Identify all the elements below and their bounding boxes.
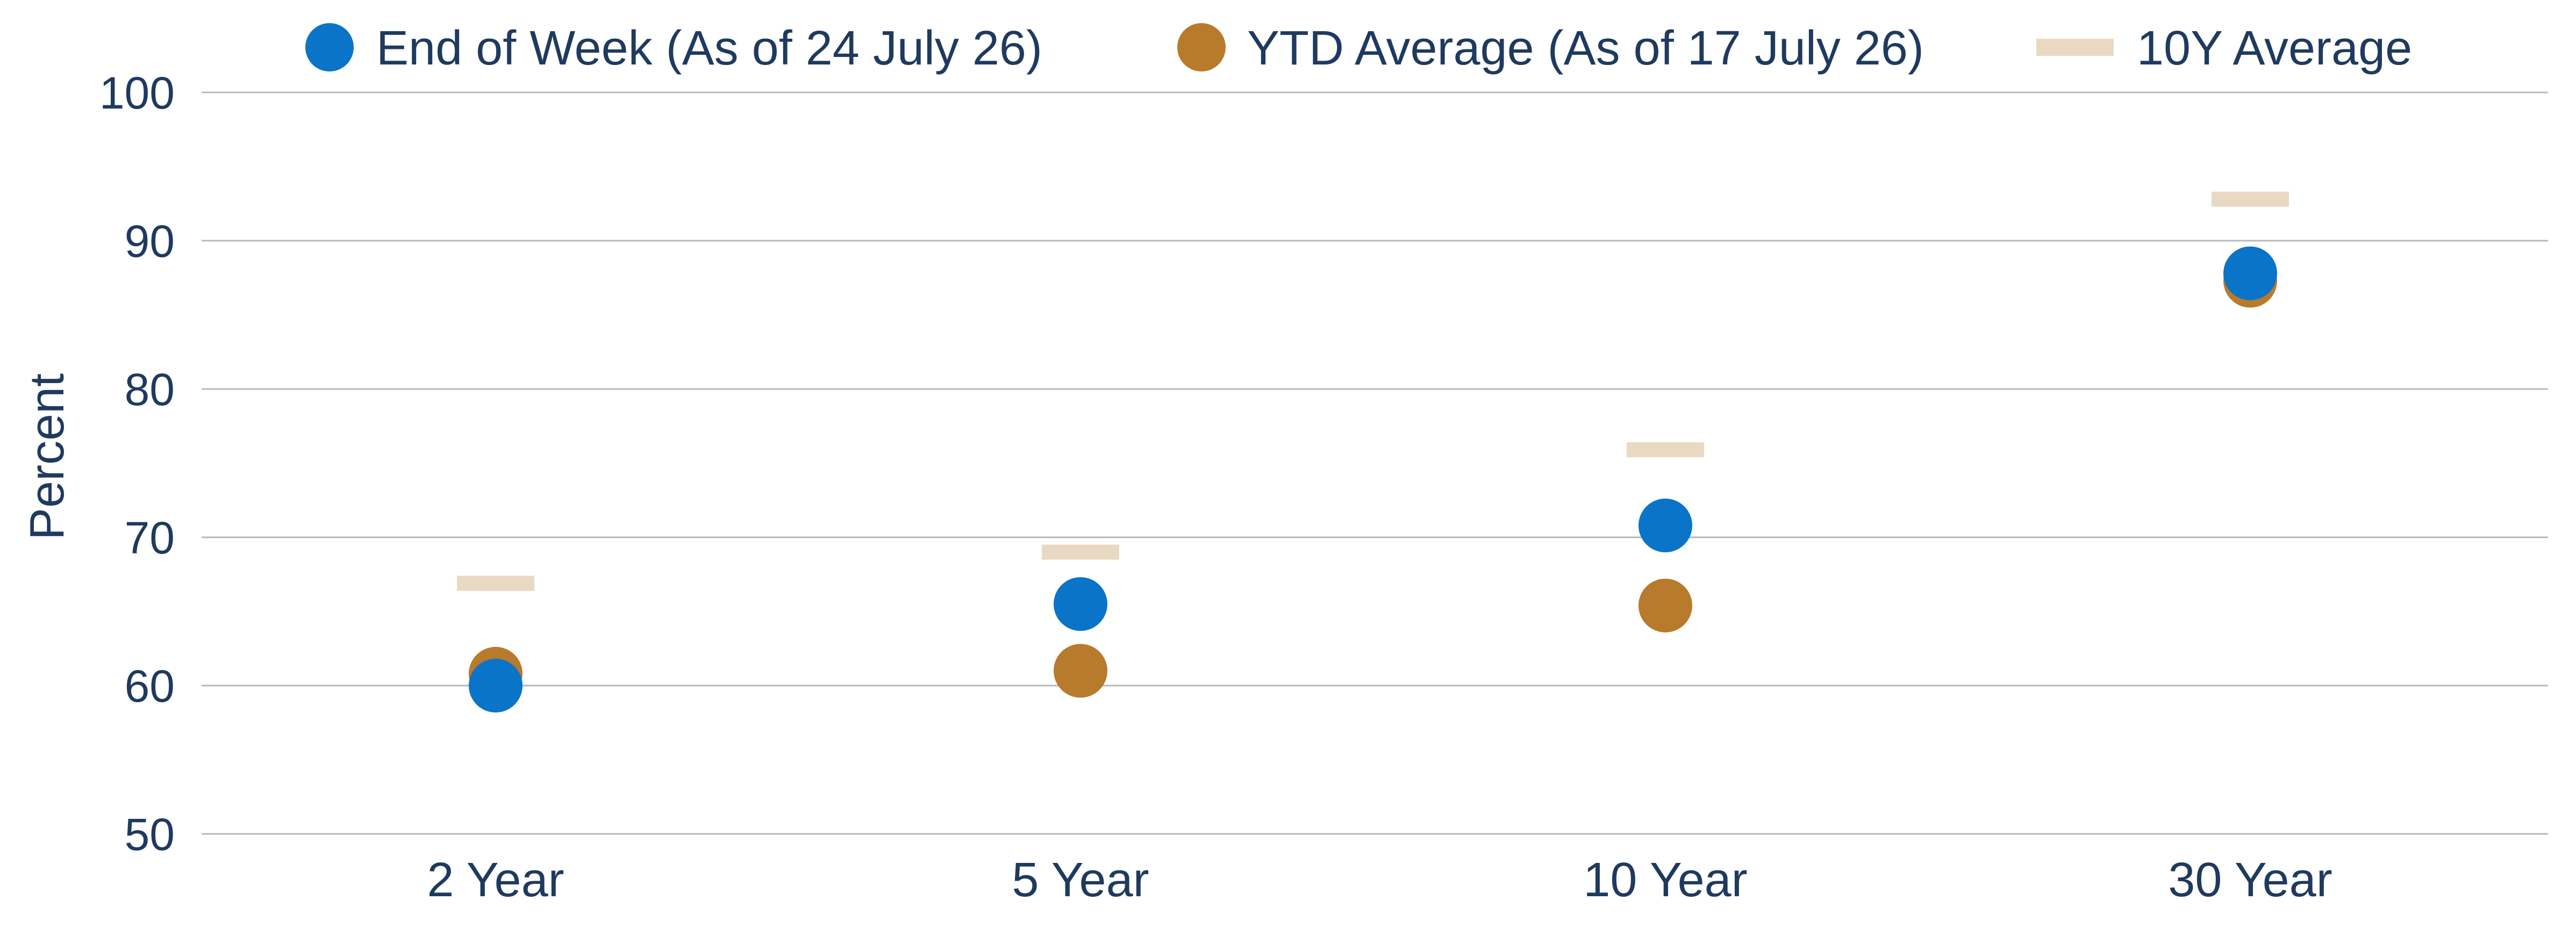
- x-category-label: 10 Year: [1583, 853, 1747, 907]
- end-of-week-point: [2223, 246, 2277, 300]
- y-tick-label: 80: [125, 364, 175, 415]
- x-category-label: 30 Year: [2168, 853, 2332, 907]
- y-tick-label: 90: [125, 216, 175, 267]
- y-axis-title: Percent: [20, 373, 74, 540]
- y-tick-label: 70: [125, 513, 175, 563]
- legend-dot-icon: [305, 23, 354, 71]
- ten-year-average-marker: [457, 575, 534, 591]
- legend-label: 10Y Average: [2137, 21, 2412, 75]
- end-of-week-point: [1638, 498, 1692, 552]
- ytd-average-point: [1638, 578, 1692, 632]
- legend-dash-icon: [2036, 39, 2114, 56]
- x-category-label: 5 Year: [1012, 853, 1149, 907]
- legend-item: 10Y Average: [2036, 21, 2412, 75]
- ten-year-average-marker: [1627, 442, 1704, 458]
- end-of-week-point: [1054, 577, 1107, 631]
- x-axis-categories: 2 Year 5 Year 10 Year 30 Year: [427, 853, 2332, 907]
- y-tick-label: 100: [99, 68, 175, 118]
- y-axis-ticks: 50 60 70 80 90 100: [99, 68, 175, 860]
- ytd-average-point: [1054, 644, 1107, 698]
- y-tick-label: 50: [125, 809, 175, 860]
- legend-label: YTD Average (As of 17 July 26): [1247, 21, 1924, 75]
- data-series: [457, 191, 2289, 712]
- legend-item: YTD Average (As of 17 July 26): [1177, 21, 1924, 75]
- legend-dot-icon: [1177, 23, 1226, 71]
- ten-year-average-marker: [1042, 544, 1119, 560]
- legend-item: End of Week (As of 24 July 26): [305, 21, 1042, 75]
- ten-year-average-marker: [2212, 191, 2289, 207]
- end-of-week-point: [469, 659, 523, 712]
- legend: End of Week (As of 24 July 26) YTD Averag…: [305, 21, 2412, 75]
- legend-label: End of Week (As of 24 July 26): [376, 21, 1042, 75]
- series-2: [457, 191, 2289, 591]
- series-1: [469, 254, 2277, 701]
- series-0: [469, 246, 2277, 712]
- x-category-label: 2 Year: [427, 853, 564, 907]
- y-tick-label: 60: [125, 661, 175, 711]
- gridlines: [202, 91, 2548, 835]
